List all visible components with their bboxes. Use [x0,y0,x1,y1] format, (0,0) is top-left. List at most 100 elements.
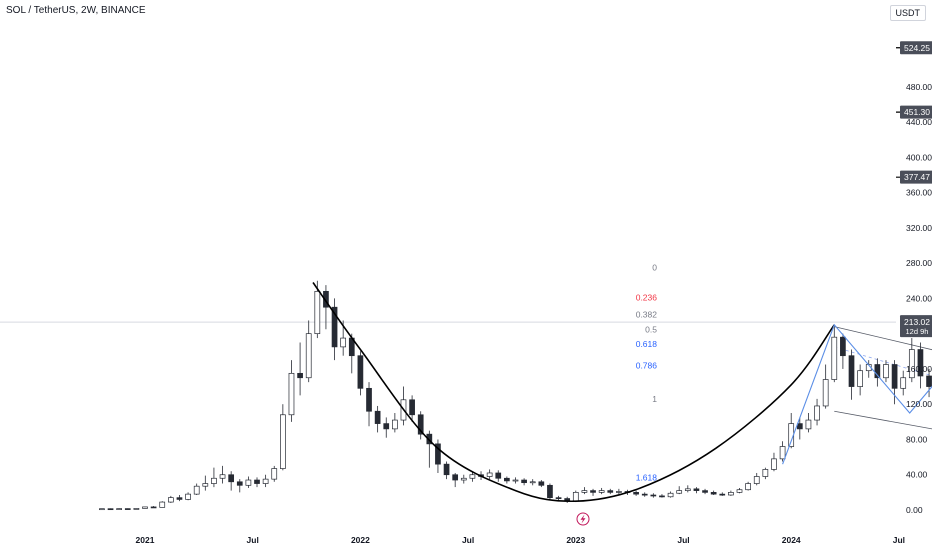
candle-body [392,419,398,430]
chart-widgets [576,512,590,526]
candle [874,358,881,387]
candle [667,491,674,498]
lightning-icon-bolt [580,514,586,524]
candle [245,476,252,488]
candle-body [547,484,553,499]
candle [538,480,545,488]
fib-level-label: 1.618 [636,472,658,482]
candle-body [374,410,381,424]
candle-body [745,483,751,491]
candle-body [305,333,312,379]
candle-body [280,414,286,469]
y-tick-label: 320.00 [906,223,932,233]
candle [228,471,235,491]
y-tick-label: 160.00 [906,364,932,374]
fib-level-label: 0 [652,263,657,273]
candle-body [323,290,329,308]
candle-body [779,446,786,460]
y-tick-label: 120.00 [906,399,932,409]
candle-body [262,478,269,484]
candle [572,490,579,503]
candle-body [822,379,829,407]
candle [236,479,243,493]
candle-body [107,508,114,511]
candle [590,488,596,496]
channel-line [834,410,932,430]
candle [607,488,614,495]
candle [392,413,398,433]
candle-body [124,508,131,510]
target-price-text: 451.30 [904,107,930,117]
candle-body [211,477,217,484]
price-axis[interactable]: 0.0040.0080.00120.00160.00200.00240.0028… [900,82,932,515]
candle-body [486,472,493,477]
candle-body [900,377,907,389]
candle-body [693,488,700,491]
target-price-label: 524.25 [900,41,932,55]
candle-body [193,485,200,495]
candle-body [590,490,596,493]
candle [805,413,812,433]
candle [684,485,691,493]
candle-body [245,479,252,486]
candle [719,492,726,496]
candle [469,471,476,482]
candle [848,349,855,400]
target-price-label: 377.47 [900,170,932,184]
candle [262,474,269,488]
candle-body [271,468,278,480]
candle-body [667,492,674,498]
candle [331,298,338,361]
candle-body [848,355,855,387]
current-price-text: 213.02 [904,317,930,327]
candle [796,417,803,440]
candle [271,465,278,482]
candle [598,487,605,495]
candle [305,320,312,383]
candle-body [529,481,536,484]
candle-body [357,355,364,389]
candle-body [633,492,639,495]
fib-level-label: 0.5 [645,324,657,334]
channel-lines [834,326,932,430]
channel-line [834,346,932,377]
candle-body [383,423,390,430]
candle-body [607,490,614,493]
time-axis[interactable]: 2021Jul2022Jul2023Jul2024Jul2025Jul2026J… [136,535,932,545]
candle-body [521,479,527,484]
candle-body [236,481,243,486]
candle [366,382,372,427]
candle-body [202,483,209,487]
candle-body [736,489,743,493]
candle [633,490,639,496]
candle [460,474,467,484]
candle-body [150,506,157,509]
candle [771,452,777,472]
candle-body [314,290,321,335]
candle-body [598,490,605,493]
candle-body [771,458,777,470]
candle [529,479,536,486]
candle [116,508,123,510]
symbol-title[interactable]: SOL / TetherUS, 2W, BINANCE [6,5,146,16]
candle [435,439,441,473]
candle [779,441,786,462]
candle-body [857,370,863,387]
candle [193,483,200,496]
candle [176,495,183,502]
candle-body [504,477,510,482]
currency-label[interactable]: USDT [889,5,926,21]
candle [822,364,829,409]
candle [374,405,381,433]
candle [616,488,622,495]
candle-body [99,508,105,511]
zigzag-line [782,323,932,465]
candle-body [340,337,347,348]
candle [486,469,493,480]
candle [891,360,898,405]
candles [99,280,932,511]
candle-body [917,349,924,377]
